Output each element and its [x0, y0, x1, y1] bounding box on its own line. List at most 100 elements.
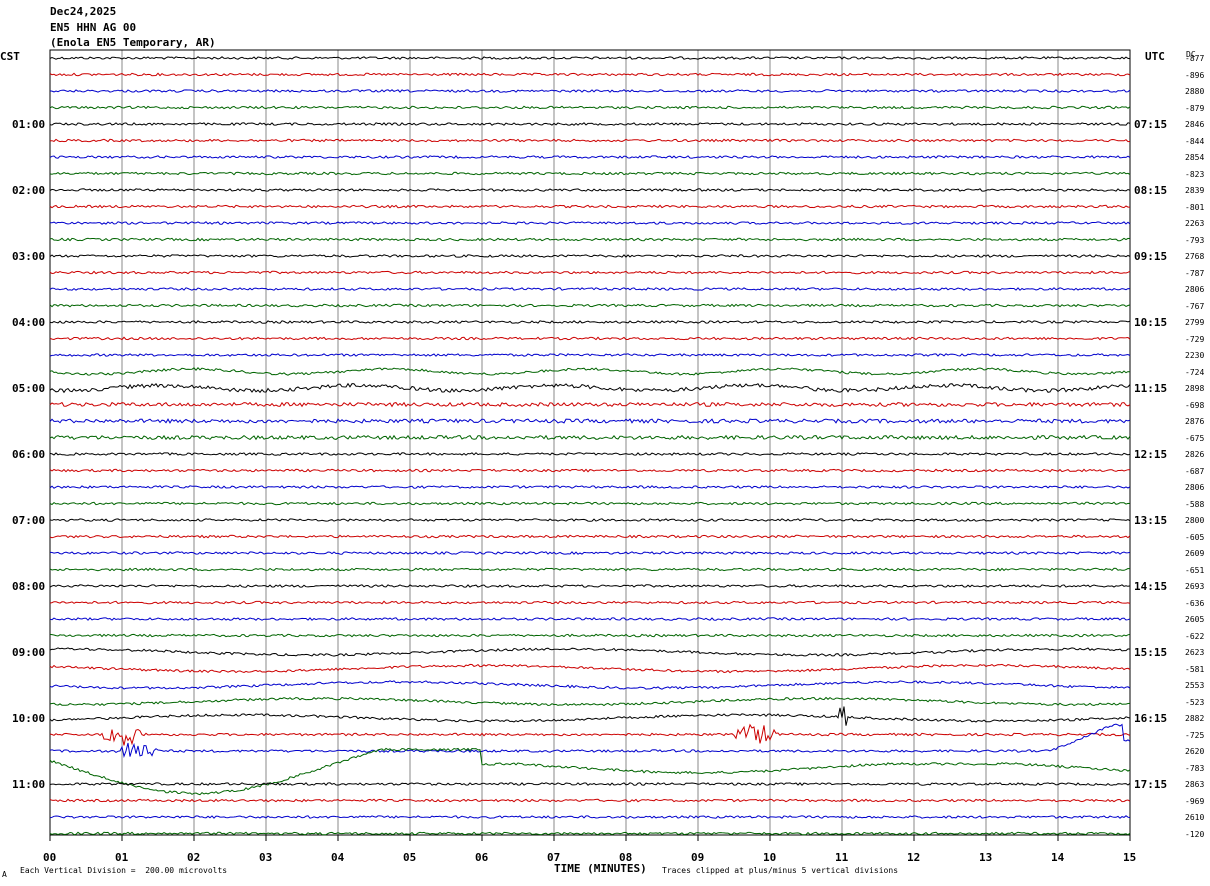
trace-row-16 [49, 320, 1131, 324]
dc-value: 2806 [1185, 483, 1205, 492]
dc-value: -636 [1185, 598, 1205, 608]
x-axis-ticks [49, 835, 1131, 841]
dc-value: -801 [1185, 202, 1205, 212]
trace-row-3 [49, 105, 1131, 110]
trace-row-46 [49, 815, 1131, 819]
trace-row-26 [49, 485, 1131, 489]
right-time-label: 16:15 [1134, 712, 1168, 725]
dc-value: -724 [1185, 367, 1205, 377]
trace-row-24 [49, 452, 1131, 456]
trace-row-17 [49, 336, 1131, 341]
right-time-label: 08:15 [1134, 184, 1168, 197]
left-timezone-label: CST [0, 50, 20, 63]
dc-value: -675 [1185, 433, 1205, 443]
dc-value: 2610 [1185, 813, 1205, 822]
trace-row-32 [49, 584, 1131, 588]
right-time-label: 14:15 [1134, 580, 1168, 593]
right-time-label: 11:15 [1134, 382, 1168, 395]
dc-value: 2605 [1185, 615, 1205, 624]
dc-value: -896 [1185, 70, 1205, 80]
trace-row-42 [49, 723, 1131, 758]
trace-row-0 [49, 56, 1131, 60]
trace-row-34 [49, 617, 1131, 621]
x-axis-title: TIME (MINUTES) [554, 862, 647, 875]
dc-value: -969 [1185, 796, 1205, 806]
trace-row-9 [49, 204, 1130, 209]
dc-value: 2623 [1185, 648, 1205, 657]
x-tick-label: 05 [403, 851, 417, 864]
x-tick-label: 00 [43, 851, 57, 864]
corner-mark: A [2, 870, 7, 879]
trace-row-25 [49, 468, 1131, 473]
trace-row-18 [49, 353, 1131, 357]
trace-row-36 [49, 647, 1131, 657]
dc-value: 2839 [1185, 186, 1205, 195]
dc-value: 2898 [1185, 384, 1205, 393]
trace-row-38 [49, 680, 1131, 690]
left-time-label: 05:00 [12, 382, 46, 395]
dc-value: 2263 [1185, 219, 1205, 228]
x-tick-label: 10 [763, 851, 777, 864]
dc-value: -588 [1185, 499, 1205, 509]
trace-row-2 [49, 89, 1131, 93]
dc-value: -783 [1185, 763, 1205, 773]
dc-value: 2880 [1185, 87, 1205, 96]
trace-row-40 [49, 706, 1131, 726]
trace-row-41 [49, 723, 1131, 746]
trace-row-15 [49, 303, 1131, 308]
dc-value: -844 [1185, 136, 1205, 146]
right-time-label: 15:15 [1134, 646, 1168, 659]
left-time-label: 09:00 [12, 646, 46, 659]
trace-row-13 [49, 270, 1131, 275]
trace-row-4 [49, 122, 1131, 126]
right-time-label: 13:15 [1134, 514, 1168, 527]
trace-row-7 [49, 171, 1131, 176]
trace-row-5 [49, 138, 1131, 143]
dc-value: -120 [1185, 829, 1205, 839]
trace-row-10 [49, 221, 1131, 225]
trace-row-31 [49, 567, 1131, 572]
x-tick-label: 11 [835, 851, 849, 864]
dc-value: -877 [1185, 54, 1205, 63]
dc-value: -622 [1185, 631, 1205, 641]
right-time-label: 17:15 [1134, 778, 1168, 791]
trace-row-6 [49, 155, 1131, 159]
dc-value: 2863 [1185, 780, 1205, 789]
trace-row-47 [49, 831, 1131, 836]
seismic-traces [49, 56, 1131, 836]
dc-value: 2693 [1185, 582, 1205, 591]
trace-row-27 [49, 501, 1131, 506]
trace-row-30 [49, 551, 1131, 555]
trace-row-8 [49, 188, 1131, 192]
left-time-label: 04:00 [12, 316, 46, 329]
x-tick-label: 09 [691, 851, 705, 864]
dc-value: -605 [1185, 532, 1205, 542]
dc-value: 2846 [1185, 120, 1205, 129]
x-tick-label: 14 [1051, 851, 1065, 864]
dc-value: -651 [1185, 565, 1205, 575]
x-tick-label: 07 [547, 851, 561, 864]
plot-frame [49, 49, 1131, 836]
dc-value: -581 [1185, 664, 1205, 674]
dc-value: -879 [1185, 103, 1205, 113]
dc-value: 2609 [1185, 549, 1205, 558]
trace-row-37 [49, 663, 1131, 674]
x-tick-label: 06 [475, 851, 489, 864]
dc-value: -767 [1185, 301, 1205, 311]
dc-value: -687 [1185, 466, 1205, 476]
dc-header: DC [1186, 50, 1196, 59]
left-time-label: 06:00 [12, 448, 46, 461]
trace-row-33 [49, 600, 1131, 605]
dc-value: 2882 [1185, 714, 1205, 723]
dc-value: 2553 [1185, 681, 1205, 690]
location-label: (Enola EN5 Temporary, AR) [50, 36, 216, 49]
left-time-label: 03:00 [12, 250, 46, 263]
trace-row-35 [49, 633, 1131, 638]
trace-row-43 [49, 747, 1131, 796]
x-tick-label: 02 [187, 851, 201, 864]
minute-gridlines [49, 49, 1131, 836]
dc-value: -523 [1185, 697, 1205, 707]
x-tick-label: 15 [1123, 851, 1137, 864]
dc-value: 2230 [1185, 351, 1205, 360]
